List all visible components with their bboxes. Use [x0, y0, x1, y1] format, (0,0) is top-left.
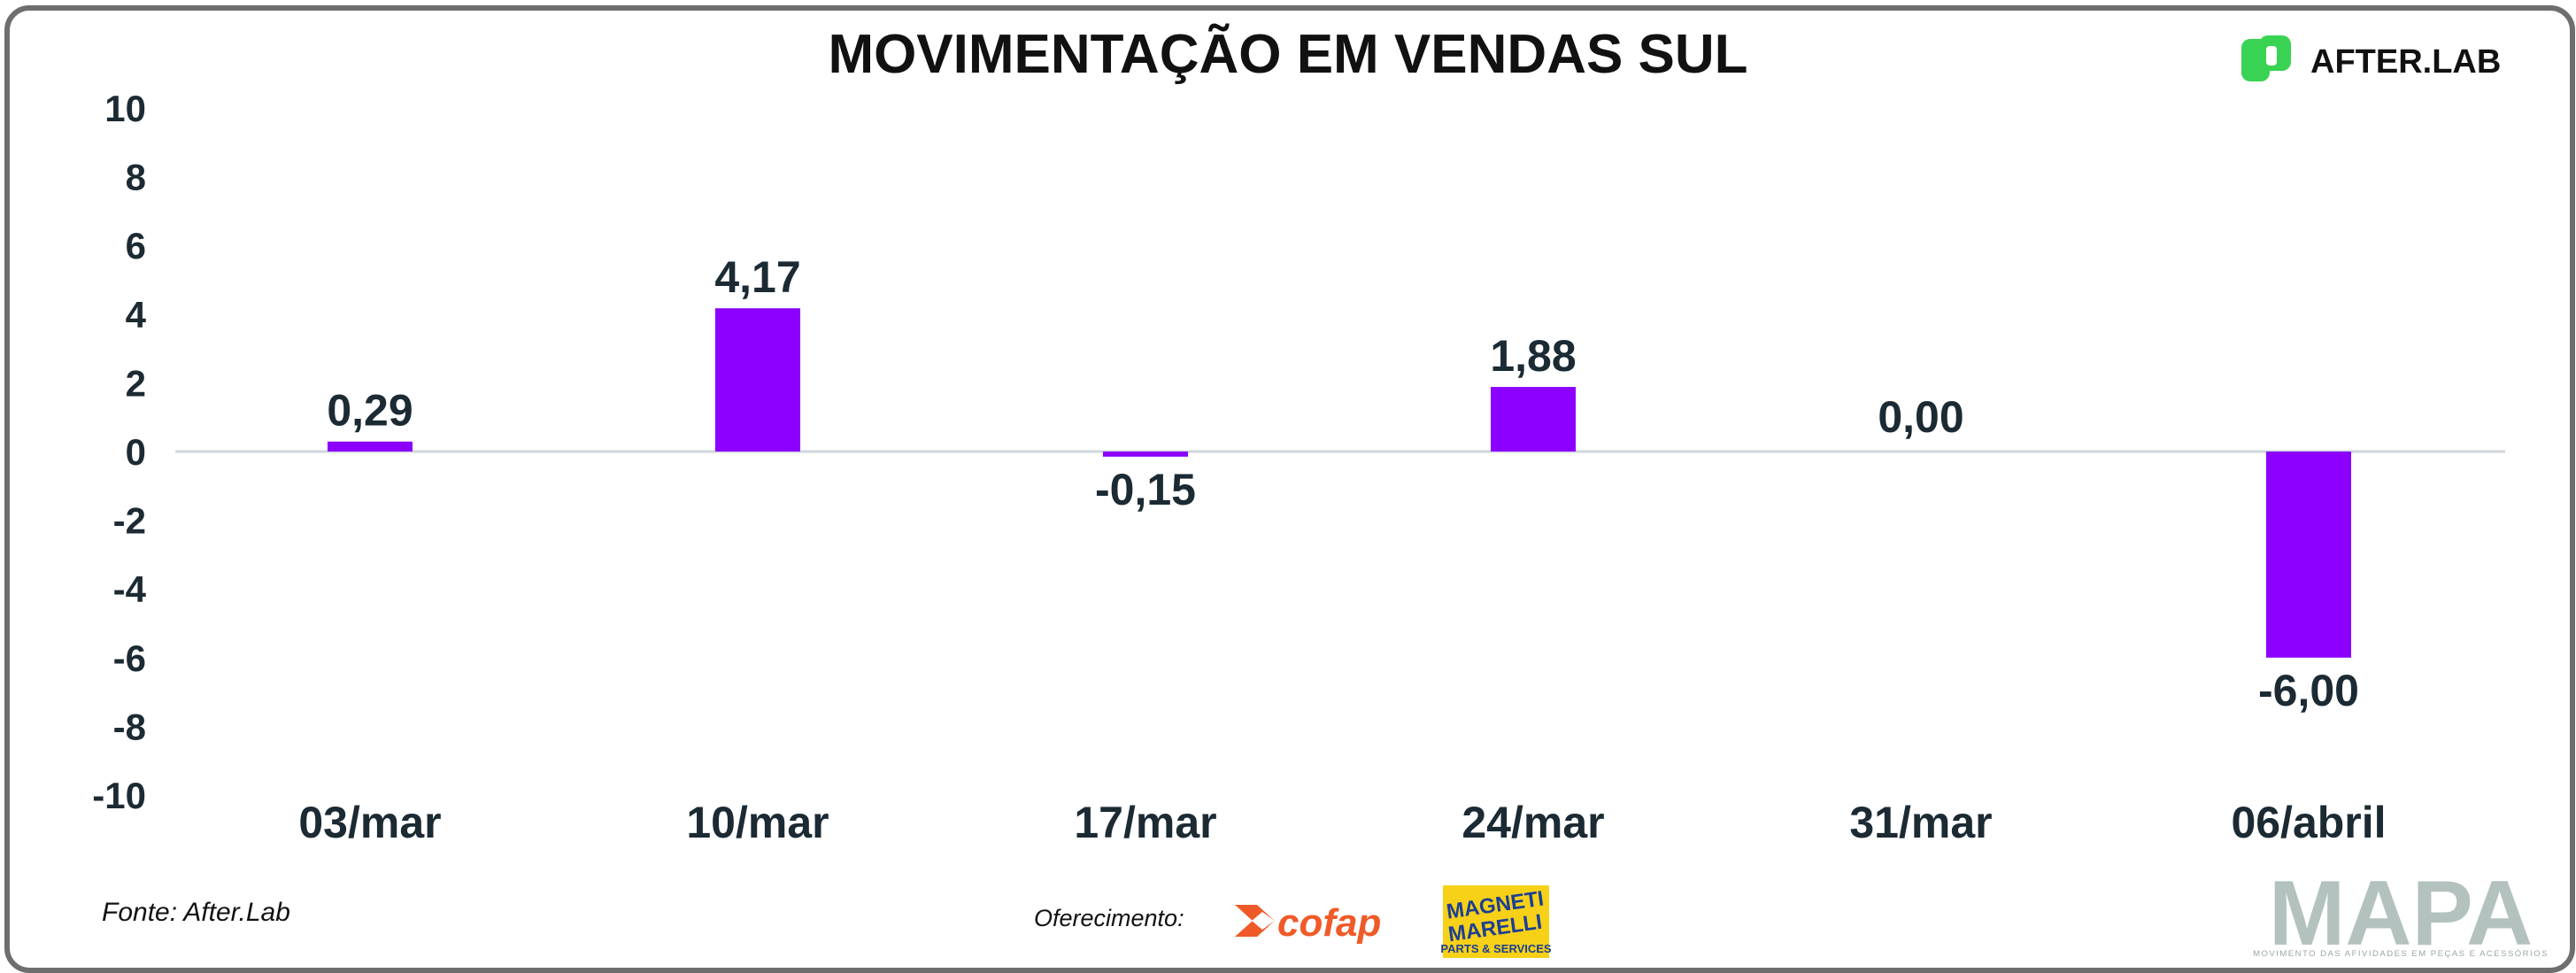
bar — [2266, 452, 2351, 658]
data-labels: 0,29 4,17 -0,15 1,88 0,00 -6,00 — [327, 252, 2359, 715]
source-note: Fonte: After.Lab — [102, 898, 290, 927]
bar — [1491, 387, 1576, 452]
y-tick-label: -6 — [113, 637, 146, 679]
x-tick-label: 24/mar — [1462, 798, 1604, 847]
data-label: 0,29 — [327, 386, 413, 436]
data-label: 1,88 — [1490, 331, 1576, 381]
bar-series — [328, 308, 2351, 658]
y-tick-label: 0 — [126, 431, 146, 473]
y-tick-label: -8 — [113, 706, 146, 747]
afterlab-wordmark: AFTER.LAB — [2310, 43, 2501, 81]
x-tick-label: 10/mar — [686, 798, 829, 847]
bar — [1103, 452, 1188, 457]
x-tick-label: 17/mar — [1074, 798, 1216, 847]
magneti-line3: PARTS & SERVICES — [1440, 942, 1552, 955]
y-tick-label: -2 — [113, 500, 146, 542]
y-tick-label: 6 — [126, 225, 146, 266]
chart-frame — [4, 5, 2575, 973]
afterlab-logo-icon — [2241, 35, 2291, 81]
sponsor-label: Oferecimento: — [1034, 905, 1184, 931]
y-axis: 10 8 6 4 2 0 -2 -4 -6 -8 -10 — [92, 88, 146, 816]
cofap-x-icon — [1235, 905, 1275, 937]
y-tick-label: 10 — [104, 88, 146, 129]
cofap-wordmark: cofap — [1277, 901, 1381, 945]
y-tick-label: 2 — [126, 362, 146, 404]
data-label: 0,00 — [1878, 392, 1963, 442]
magneti-marelli-logo: MAGNETI MARELLI PARTS & SERVICES — [1440, 885, 1552, 958]
mapa-wordmark: MAPA — [2269, 862, 2534, 965]
y-tick-label: 4 — [126, 294, 147, 336]
chart-title: MOVIMENTAÇÃO EM VENDAS SUL — [828, 24, 1747, 85]
data-label: -0,15 — [1095, 465, 1196, 514]
y-tick-label: -4 — [113, 568, 147, 610]
x-tick-label: 31/mar — [1849, 798, 1992, 847]
data-label: -6,00 — [2258, 666, 2359, 715]
x-axis: 03/mar 10/mar 17/mar 24/mar 31/mar 06/abril — [298, 798, 2386, 847]
x-tick-label: 03/mar — [298, 798, 441, 847]
mapa-tagline: MOVIMENTO DAS AFIVIDADES EM PEÇAS E ACES… — [2253, 949, 2549, 959]
y-tick-label: -10 — [92, 775, 146, 816]
cofap-logo: cofap — [1235, 901, 1381, 945]
x-tick-label: 06/abril — [2231, 798, 2386, 847]
y-tick-label: 8 — [126, 157, 146, 198]
bar — [715, 308, 800, 452]
bar — [328, 441, 413, 452]
mapa-logo: MAPA MOVIMENTO DAS AFIVIDADES EM PEÇAS E… — [2253, 862, 2549, 965]
afterlab-logo: AFTER.LAB — [2241, 35, 2501, 81]
data-label: 4,17 — [714, 252, 800, 302]
